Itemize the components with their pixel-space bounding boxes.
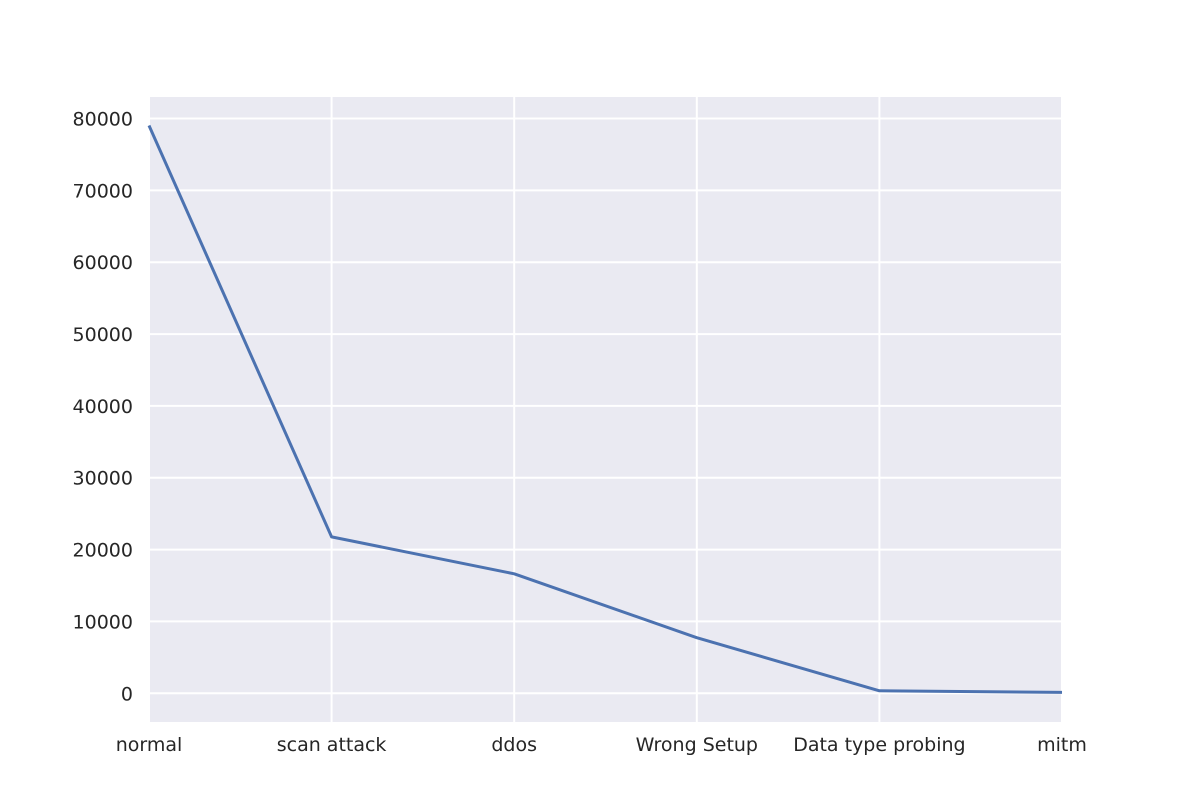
y-tick-label: 20000 <box>73 540 133 562</box>
y-tick-label: 80000 <box>73 109 133 131</box>
x-tick-label: ddos <box>491 734 537 756</box>
x-tick-label: normal <box>116 734 183 756</box>
y-tick-label: 40000 <box>73 396 133 418</box>
x-tick-label: Data type probing <box>793 734 965 756</box>
x-axis: normal scan attack ddos Wrong Setup Data typ… <box>116 734 1087 756</box>
series-layer <box>147 124 1063 694</box>
y-tick-label: 30000 <box>73 468 133 490</box>
x-tick-label: mitm <box>1037 734 1087 756</box>
y-tick-label: 0 <box>121 683 133 705</box>
plot-area <box>149 97 1062 722</box>
y-axis: 0 10000 20000 30000 40000 50000 60000 70000 8000… <box>73 109 133 706</box>
x-tick-label: Wrong Setup <box>636 734 758 756</box>
y-tick-label: 60000 <box>73 252 133 274</box>
series-line <box>147 124 1063 694</box>
y-tick-label: 10000 <box>73 611 133 633</box>
x-tick-label: scan attack <box>277 734 387 756</box>
y-tick-label: 70000 <box>73 180 133 202</box>
grid-lines <box>148 97 1063 722</box>
y-tick-label: 50000 <box>73 324 133 346</box>
